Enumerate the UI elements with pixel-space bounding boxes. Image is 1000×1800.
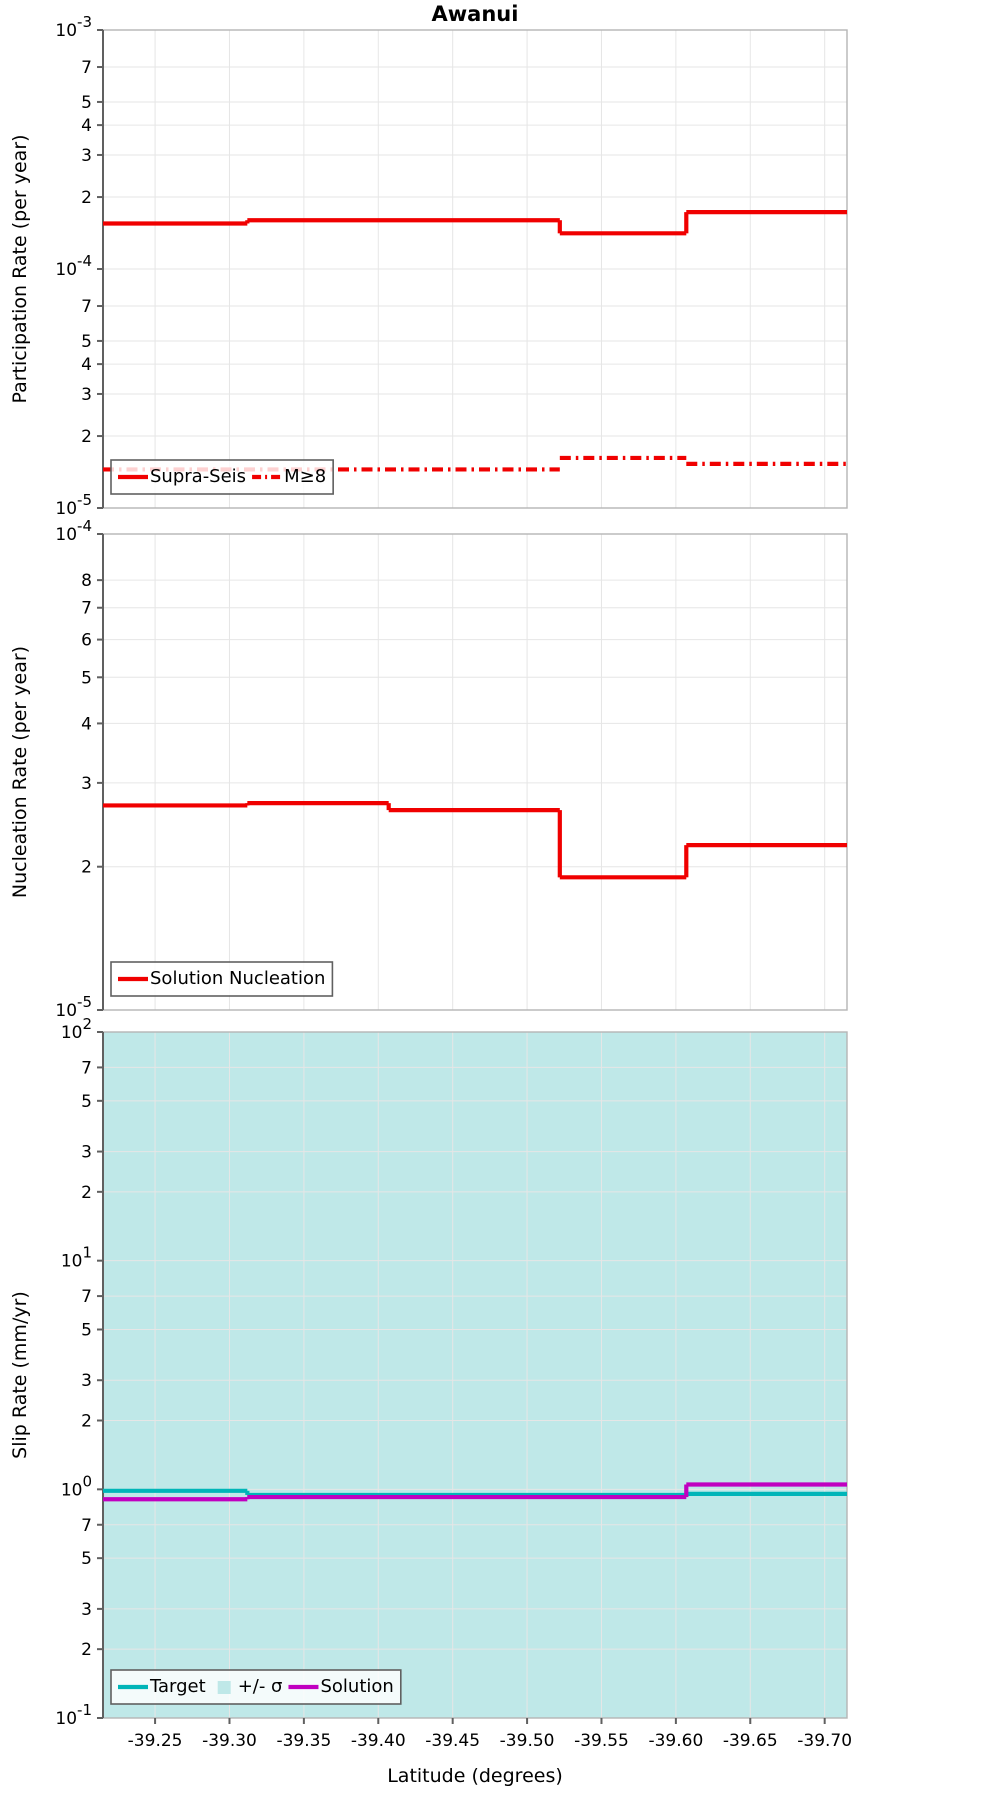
y-tick-label: 2 [81,188,92,208]
series-solution-nucleation [103,801,847,880]
x-tick-label: -39.55 [574,1731,629,1751]
y-tick-label: 6 [81,631,92,651]
legend[interactable]: Supra-Seis M≥8 [110,459,334,495]
y-tick-label: 7 [81,297,92,317]
x-tick-label: -39.35 [276,1731,331,1751]
series-solution [103,1482,847,1502]
sigma-band [103,1032,847,1718]
y-axis-label: Nucleation Rate (per year) [9,646,31,898]
y-axis-label: Participation Rate (per year) [9,134,31,403]
page-title: Awanui [432,2,519,26]
y-tick-label: 4 [81,714,92,734]
y-tick-label: 2 [81,1640,92,1660]
y-axis-ticks: 10-3 7 5 4 3 2 10-4 7 5 4 3 2 10-5 [55,13,103,519]
y-tick-label: 102 [61,1015,92,1043]
legend-box [110,459,334,495]
y-tick-label: 100 [61,1472,92,1500]
grid [103,1031,847,1719]
legend-label: M≥8 [284,466,326,487]
y-tick-label: 5 [81,332,92,352]
y-tick-label: 2 [81,1183,92,1203]
legend-item[interactable]: +/- σ [217,1676,283,1697]
x-tick-label: -39.70 [797,1731,852,1751]
y-tick-label: 2 [81,427,92,447]
x-tick-label: -39.50 [500,1731,555,1751]
legend-box [110,1669,402,1705]
legend-label: Target [149,1676,206,1697]
legend-label: Solution [320,1676,393,1697]
x-tick-label: -39.30 [202,1731,257,1751]
y-tick-label: 10-5 [55,491,92,519]
y-tick-label: 5 [81,1321,92,1341]
x-tick-label: -39.45 [425,1731,480,1751]
legend-label: Supra-Seis [150,466,246,487]
y-tick-label: 3 [81,146,92,166]
x-tick-label: -39.60 [648,1731,703,1751]
y-tick-label: 7 [81,1516,92,1536]
legend-label: Solution Nucleation [150,968,325,989]
panel-background [103,534,847,1010]
series-supra-seis [103,210,847,236]
y-tick-label: 5 [81,668,92,688]
x-axis: -39.25 -39.30 -39.35 -39.40 -39.45 -39.50 -39.… [128,1718,852,1787]
y-tick-label: 4 [81,116,92,136]
y-tick-label: 10-3 [55,13,92,41]
legend-item[interactable]: Supra-Seis [118,466,246,487]
series-target [103,1488,847,1498]
legend-swatch [217,1681,231,1694]
y-tick-label: 3 [81,1600,92,1620]
y-tick-label: 101 [61,1244,92,1272]
x-axis-label: Latitude (degrees) [387,1765,563,1787]
panel-participation: 10-3 7 5 4 3 2 10-4 7 5 4 3 2 10-5 Participation Rate… [9,13,848,519]
y-tick-label: 7 [81,58,92,78]
legend[interactable]: Target +/- σ Solution [110,1669,402,1705]
legend-item[interactable]: Solution [288,1676,394,1697]
y-axis-ticks: 10-4 8 7 6 5 4 3 2 10-5 [55,517,103,1021]
y-tick-label: 3 [81,1371,92,1391]
legend-label: +/- σ [238,1676,283,1697]
y-tick-label: 10-5 [55,993,92,1021]
y-tick-label: 7 [81,1287,92,1307]
y-tick-label: 2 [81,1411,92,1431]
y-tick-label: 3 [81,774,92,794]
y-tick-label: 10-1 [55,1701,92,1729]
y-tick-label: 3 [81,1143,92,1163]
y-tick-label: 5 [81,1092,92,1112]
y-axis-ticks: 102 7 5 3 2 101 7 5 3 2 100 7 5 3 2 10-1 [55,1015,103,1729]
y-tick-label: 10-4 [55,517,92,545]
y-tick-label: 7 [81,1058,92,1078]
panel-nucleation: 10-4 8 7 6 5 4 3 2 10-5 Nucleation Rate (per year… [9,517,848,1021]
legend-item[interactable]: M≥8 [252,466,326,487]
y-tick-label: 3 [81,385,92,405]
x-tick-label: -39.25 [128,1731,183,1751]
y-tick-label: 4 [81,355,92,375]
grid [103,29,847,509]
x-tick-label: -39.40 [351,1731,406,1751]
y-tick-label: 5 [81,93,92,113]
y-tick-label: 5 [81,1549,92,1569]
y-axis-label: Slip Rate (mm/yr) [9,1291,31,1459]
y-tick-label: 10-4 [55,252,92,280]
y-tick-label: 8 [81,571,92,591]
y-tick-label: 7 [81,599,92,619]
y-tick-label: 2 [81,858,92,878]
legend-item[interactable]: Solution Nucleation [118,968,325,989]
x-tick-label: -39.65 [723,1731,778,1751]
legend[interactable]: Solution Nucleation [110,961,334,997]
legend-item[interactable]: Target [118,1676,206,1697]
panel-sliprate: 102 7 5 3 2 101 7 5 3 2 100 7 5 3 2 10-1 Slip Rate (mm/y… [9,1015,848,1729]
